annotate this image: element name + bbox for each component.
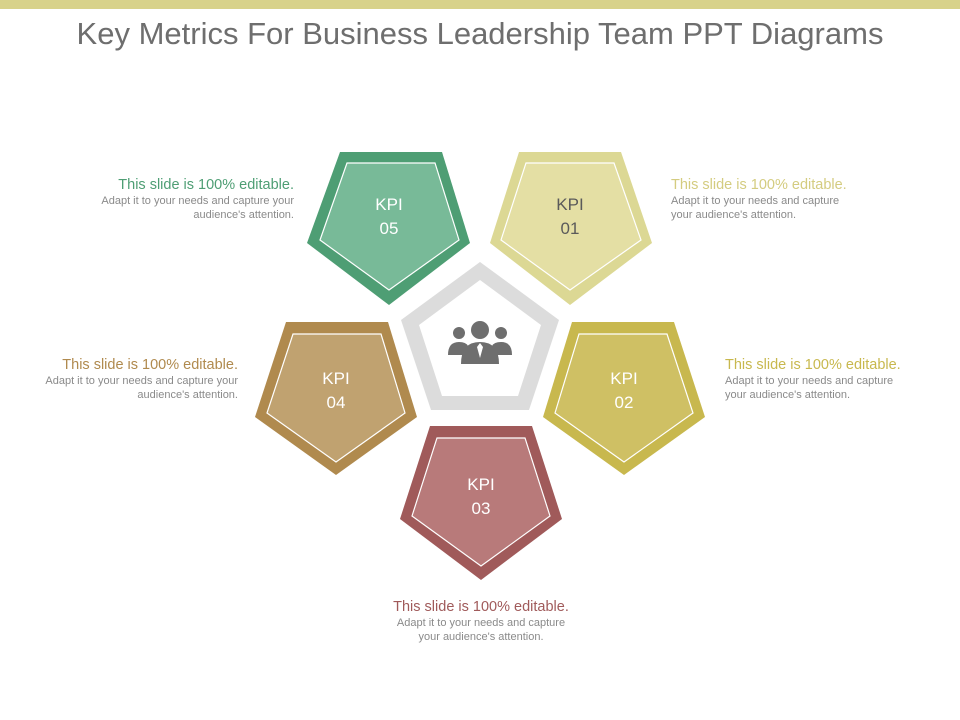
slide-title: Key Metrics For Business Leadership Team… [76, 16, 884, 51]
kpi-03-note: This slide is 100% editable. Adapt it to… [371, 598, 591, 644]
kpi-05-label-line2: 05 [380, 219, 399, 238]
kpi-01-label-line2: 01 [561, 219, 580, 238]
kpi-02-pentagon[interactable]: KPI 02 [543, 322, 705, 475]
kpi-01-label-line1: KPI [556, 195, 583, 214]
team-icon [448, 321, 512, 364]
kpi-05-label-line1: KPI [375, 195, 402, 214]
kpi-05-pentagon[interactable]: KPI 05 [307, 152, 470, 305]
kpi-03-label-line1: KPI [467, 475, 494, 494]
kpi-04-note: This slide is 100% editable. Adapt it to… [4, 356, 238, 402]
kpi-05-note: This slide is 100% editable. Adapt it to… [60, 176, 294, 222]
kpi-04-pentagon[interactable]: KPI 04 [255, 322, 417, 475]
kpi-05-note-head: This slide is 100% editable. [118, 177, 294, 193]
top-accent-bar [0, 0, 960, 9]
kpi-03-note-head: This slide is 100% editable. [393, 599, 569, 615]
kpi-01-note-head: This slide is 100% editable. [671, 177, 847, 193]
kpi-01-note: This slide is 100% editable. Adapt it to… [671, 176, 856, 222]
kpi-02-note-head: This slide is 100% editable. [725, 357, 901, 373]
kpi-02-label-line1: KPI [610, 369, 637, 388]
kpi-02-note-body: Adapt it to your needs and capture your … [725, 375, 894, 401]
kpi-05-note-body: Adapt it to your needs and capture your … [101, 195, 294, 221]
kpi-02-label-line2: 02 [615, 393, 634, 412]
kpi-04-note-body: Adapt it to your needs and capture your … [45, 375, 238, 401]
kpi-04-label-line2: 04 [327, 393, 346, 412]
kpi-04-label-line1: KPI [322, 369, 349, 388]
kpi-03-note-body: Adapt it to your needs and capture your … [396, 617, 566, 643]
center-pentagon [401, 262, 559, 410]
kpi-01-pentagon[interactable]: KPI 01 [490, 152, 652, 305]
kpi-02-note: This slide is 100% editable. Adapt it to… [725, 356, 925, 402]
kpi-04-note-head: This slide is 100% editable. [62, 357, 238, 373]
kpi-01-note-body: Adapt it to your needs and capture your … [671, 195, 840, 221]
kpi-03-label-line2: 03 [472, 499, 491, 518]
kpi-03-pentagon[interactable]: KPI 03 [400, 426, 562, 580]
